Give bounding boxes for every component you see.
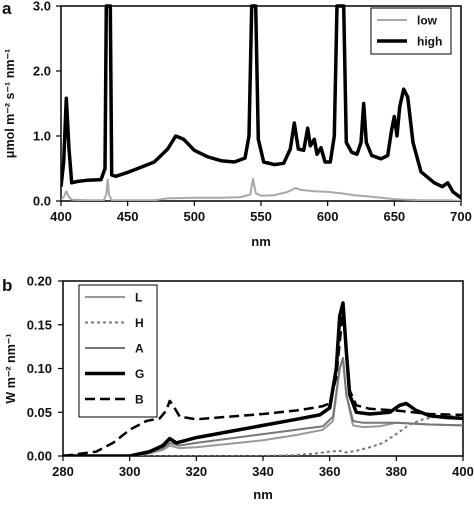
panel-a-y-axis-label: μmol m⁻² s⁻¹ nm⁻¹ xyxy=(3,49,17,158)
panel-b-legend-box xyxy=(78,284,158,418)
panel-a-y-tick-label-2: 2.0 xyxy=(33,64,51,79)
panel-b-series-g-line xyxy=(63,301,463,456)
panel-a-y-tick-label-1: 1.0 xyxy=(33,129,51,144)
panel-b-x-axis-label: nm xyxy=(253,487,273,502)
panel-b-y-tick-label-0-15: 0.15 xyxy=(27,317,52,332)
panel-b-y-tick-label-0-1: 0.10 xyxy=(27,361,52,376)
panel-a-x-tick-label-650: 650 xyxy=(383,209,405,224)
panel-a-x-tick-label-700: 700 xyxy=(450,209,472,224)
panel-b-x-tick-label-320: 320 xyxy=(185,464,207,479)
panel-b-series-l-line xyxy=(63,357,463,456)
panel-a-x-tick-label-400: 400 xyxy=(50,209,72,224)
panel-a-x-tick-label-450: 450 xyxy=(117,209,139,224)
panel-b-y-tick-label-0: 0.00 xyxy=(27,449,52,464)
panel-b-x-tick-label-380: 380 xyxy=(385,464,407,479)
panel-a-series-low-line xyxy=(61,177,461,201)
panel-a-x-tick-label-600: 600 xyxy=(317,209,339,224)
panel-a-legend-box xyxy=(370,7,452,55)
panel-a-legend-label-low: low xyxy=(417,14,438,28)
panel-b-series-a-line xyxy=(63,357,463,456)
panel-a-x-axis-label: nm xyxy=(251,234,271,249)
panel-b-y-tick-label-0-05: 0.05 xyxy=(27,405,52,420)
panel-b-y-tick-label-0-2: 0.20 xyxy=(27,274,52,289)
panel-a-series-high-line xyxy=(61,4,461,200)
panel-b-legend-label-g: G xyxy=(135,367,144,381)
panel-a-x-tick-label-550: 550 xyxy=(250,209,272,224)
panel-b-y-axis-label: W m⁻² nm⁻¹ xyxy=(4,333,18,403)
panel-a-x-tick-label-500: 500 xyxy=(183,209,205,224)
panel-b-legend-label-b: B xyxy=(135,393,144,407)
panel-a-y-tick-label-0: 0.0 xyxy=(33,194,51,209)
panel-b-legend-label-h: H xyxy=(135,316,144,330)
panel-b-x-tick-label-280: 280 xyxy=(52,464,74,479)
panel-b-x-tick-label-400: 400 xyxy=(452,464,474,479)
panel-b-series-h-line xyxy=(63,414,463,456)
panel-b-legend-label-a: A xyxy=(135,342,144,356)
panel-b-x-tick-label-300: 300 xyxy=(119,464,141,479)
panel-b-legend-label-l: L xyxy=(135,291,142,305)
panel-a-label: a xyxy=(2,0,12,18)
panel-a-legend-label-high: high xyxy=(417,35,442,49)
panel-a-y-tick-label-3: 3.0 xyxy=(33,0,51,14)
panel-b-x-tick-label-340: 340 xyxy=(252,464,274,479)
panel-b-label: b xyxy=(2,276,12,295)
panel-b-x-tick-label-360: 360 xyxy=(319,464,341,479)
panel-b-series-b-line xyxy=(63,310,463,456)
